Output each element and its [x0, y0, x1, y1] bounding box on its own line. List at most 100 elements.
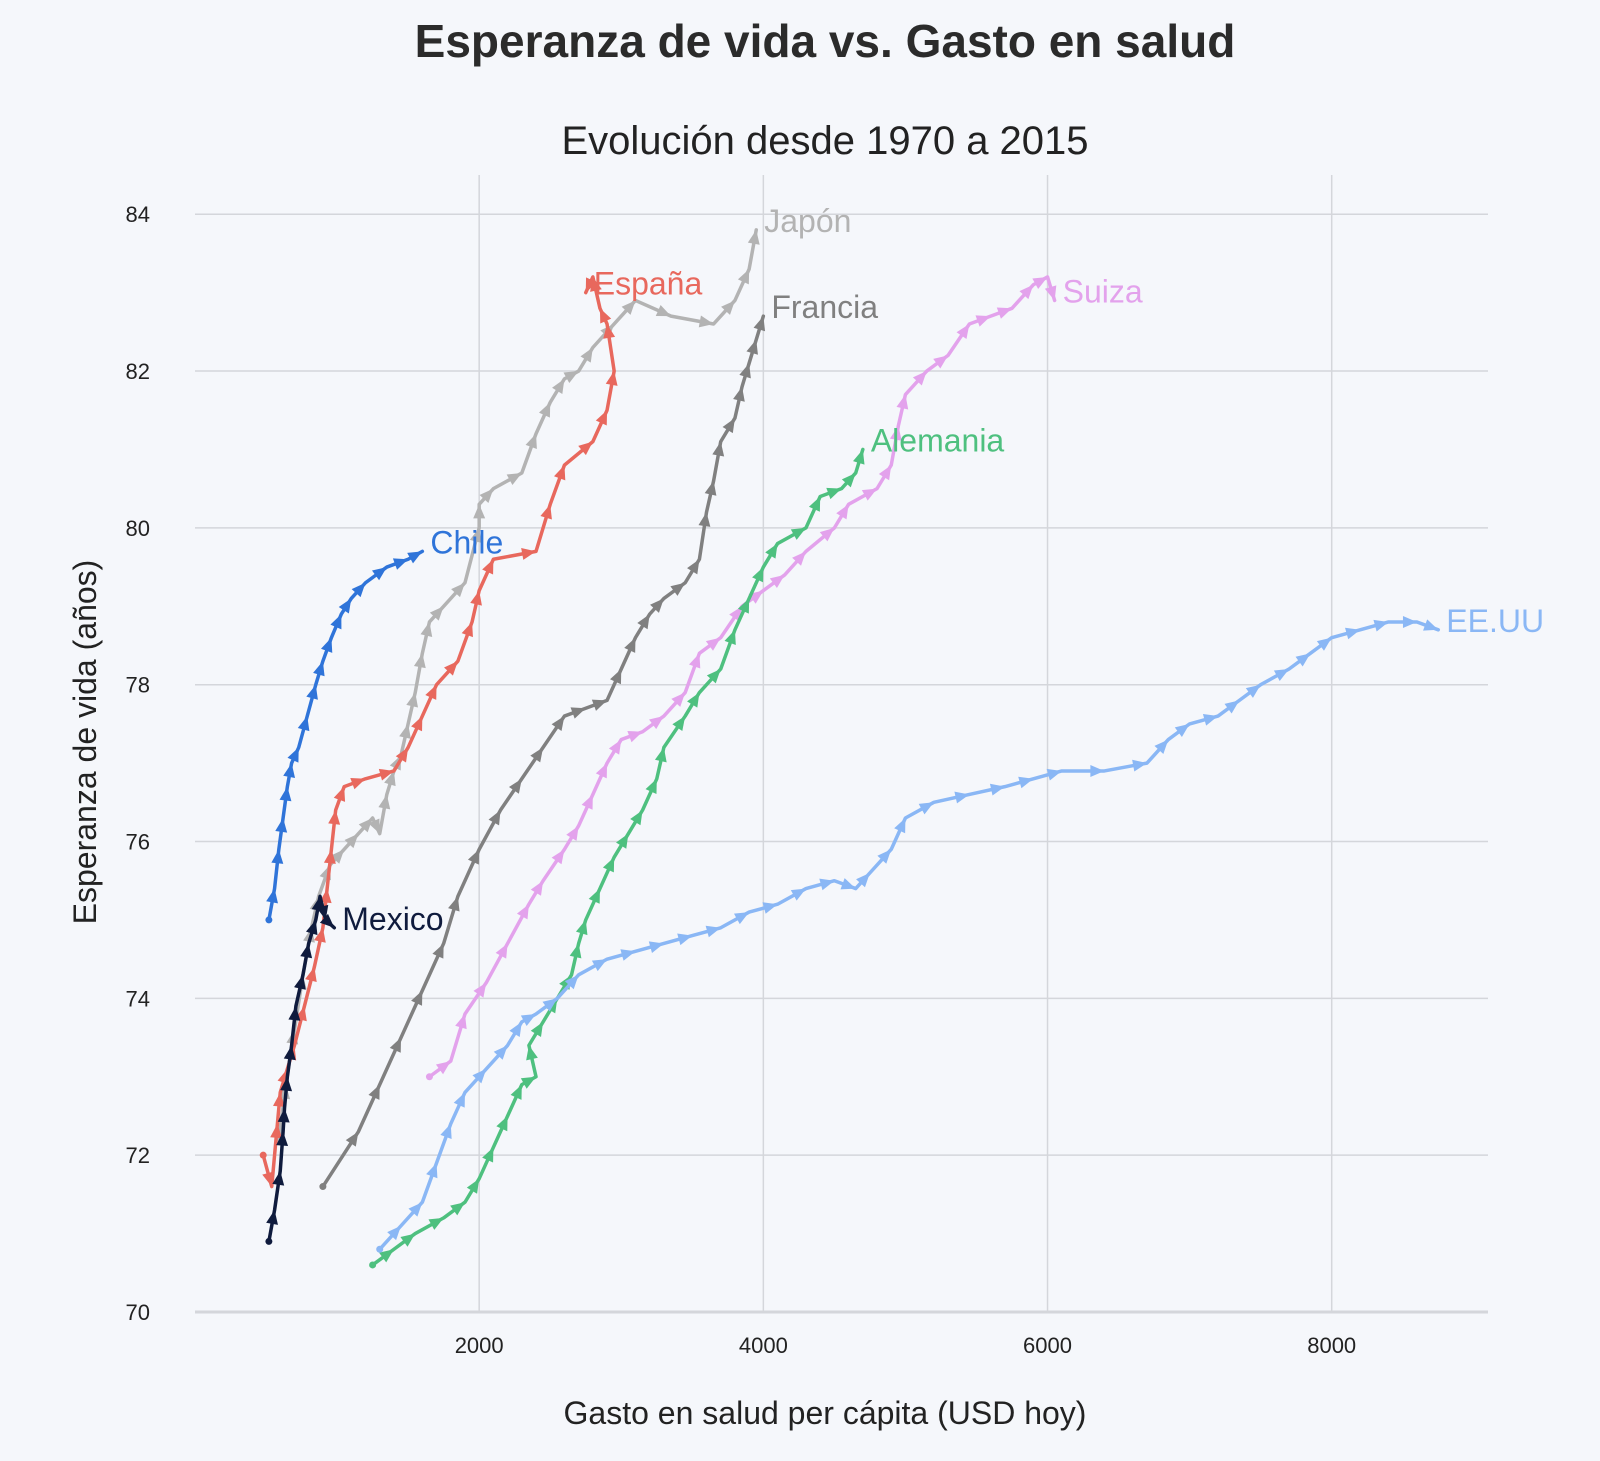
data-point-arrow — [856, 872, 870, 888]
data-point-arrow — [566, 825, 579, 841]
data-point-arrow — [428, 1217, 444, 1230]
data-point-arrow — [790, 888, 806, 901]
data-point-arrow — [488, 810, 501, 826]
data-point-arrow — [411, 716, 423, 732]
data-point-arrow — [287, 747, 299, 763]
data-point-arrow — [853, 449, 865, 465]
data-point-arrow — [277, 1108, 290, 1123]
data-point-arrow — [1345, 627, 1361, 640]
data-point-arrow — [615, 833, 629, 849]
data-point-arrow — [455, 1014, 467, 1030]
data-point-arrow — [552, 378, 565, 394]
data-point-arrow — [1295, 653, 1311, 667]
data-point-arrow — [368, 818, 380, 834]
data-point-arrow — [338, 598, 352, 614]
data-point-arrow — [722, 418, 735, 434]
data-point-arrow — [595, 410, 608, 426]
data-point-arrow — [580, 347, 593, 363]
data-point-arrow — [461, 621, 473, 638]
data-point-arrow — [769, 574, 785, 589]
data-point-arrow — [733, 386, 745, 402]
data-point-arrow — [1273, 669, 1290, 682]
data-point-arrow — [747, 229, 760, 245]
data-point-arrow — [672, 716, 686, 732]
data-point-arrow — [510, 1084, 522, 1100]
data-point-arrow — [495, 943, 508, 959]
data-point-arrow — [712, 441, 725, 457]
data-point-arrow — [705, 925, 721, 938]
data-point-arrow — [440, 1123, 452, 1140]
data-point-arrow — [752, 567, 764, 583]
data-point-arrow — [429, 606, 444, 621]
data-point-arrow — [588, 888, 600, 904]
data-point-arrow — [889, 425, 902, 441]
data-point-arrow — [305, 966, 317, 983]
data-point-arrow — [819, 527, 835, 542]
data-point-arrow — [570, 707, 586, 719]
x-tick-label: 6000 — [1023, 1333, 1072, 1358]
data-point-arrow — [1090, 764, 1105, 777]
data-point-arrow — [649, 716, 664, 730]
data-point-arrow — [1044, 285, 1057, 301]
data-point-arrow — [283, 763, 296, 778]
data-point-arrow — [687, 692, 700, 708]
data-point-arrow — [516, 904, 529, 920]
data-point-arrow — [270, 1123, 283, 1139]
data-point-arrow — [271, 849, 284, 864]
data-point-arrow — [482, 559, 494, 575]
data-point-arrow — [841, 472, 856, 488]
data-point-arrow — [496, 1115, 508, 1132]
data-point-arrow — [406, 692, 418, 708]
data-point-arrow — [687, 559, 700, 575]
data-point-arrow — [323, 849, 336, 864]
data-point-arrow — [411, 990, 423, 1006]
data-point-arrow — [448, 896, 460, 912]
data-point-arrow — [509, 1021, 522, 1037]
data-point-arrow — [599, 308, 612, 324]
data-point-arrow — [520, 1076, 537, 1089]
data-point-arrow — [467, 849, 480, 865]
data-point-arrow — [1316, 637, 1332, 651]
data-point-arrow — [350, 777, 366, 790]
series-labels: Japón España Francia Suiza Alemania EE.UU Chil… — [342, 203, 1544, 937]
x-tick-label: 2000 — [455, 1333, 504, 1358]
series-label-chile: Chile — [430, 524, 503, 560]
data-point-arrow — [272, 1170, 285, 1186]
grid-lines — [195, 175, 1488, 1314]
data-point-arrow — [300, 943, 313, 959]
data-point-arrow — [316, 904, 329, 920]
data-point-arrow — [737, 269, 750, 285]
data-point-arrow — [389, 1037, 402, 1053]
data-point-arrow — [1423, 619, 1439, 631]
data-point-arrow — [345, 1131, 359, 1147]
series-start-point — [265, 916, 273, 924]
data-point-arrow — [621, 300, 636, 315]
data-point-arrow — [1018, 776, 1034, 789]
data-point-arrow — [1132, 759, 1147, 772]
data-point-arrow — [610, 669, 622, 685]
data-point-arrow — [358, 817, 373, 833]
data-point-arrow — [426, 1163, 438, 1179]
data-point-arrow — [319, 913, 335, 928]
data-point-arrow — [280, 1076, 293, 1092]
data-point-arrow — [435, 1061, 451, 1075]
data-point-arrow — [996, 307, 1013, 319]
data-point-arrow — [792, 551, 806, 566]
data-point-arrow — [407, 551, 423, 564]
data-point-arrow — [578, 441, 593, 456]
series-chile — [265, 549, 425, 924]
series-label-alemania: Alemania — [871, 422, 1005, 458]
data-point-arrow — [479, 488, 494, 504]
data-point-arrow — [392, 558, 409, 570]
data-point-arrow — [739, 363, 751, 379]
data-point-arrow — [399, 723, 411, 739]
chart-title: Esperanza de vida vs. Gasto en salud — [414, 15, 1236, 67]
data-point-arrow — [306, 684, 318, 700]
data-point-arrow — [836, 504, 849, 520]
x-tick-label: 8000 — [1307, 1333, 1356, 1358]
data-point-arrow — [878, 465, 892, 481]
data-point-arrow — [733, 912, 750, 925]
series-mexico — [265, 894, 336, 1245]
data-point-arrow — [444, 661, 458, 676]
